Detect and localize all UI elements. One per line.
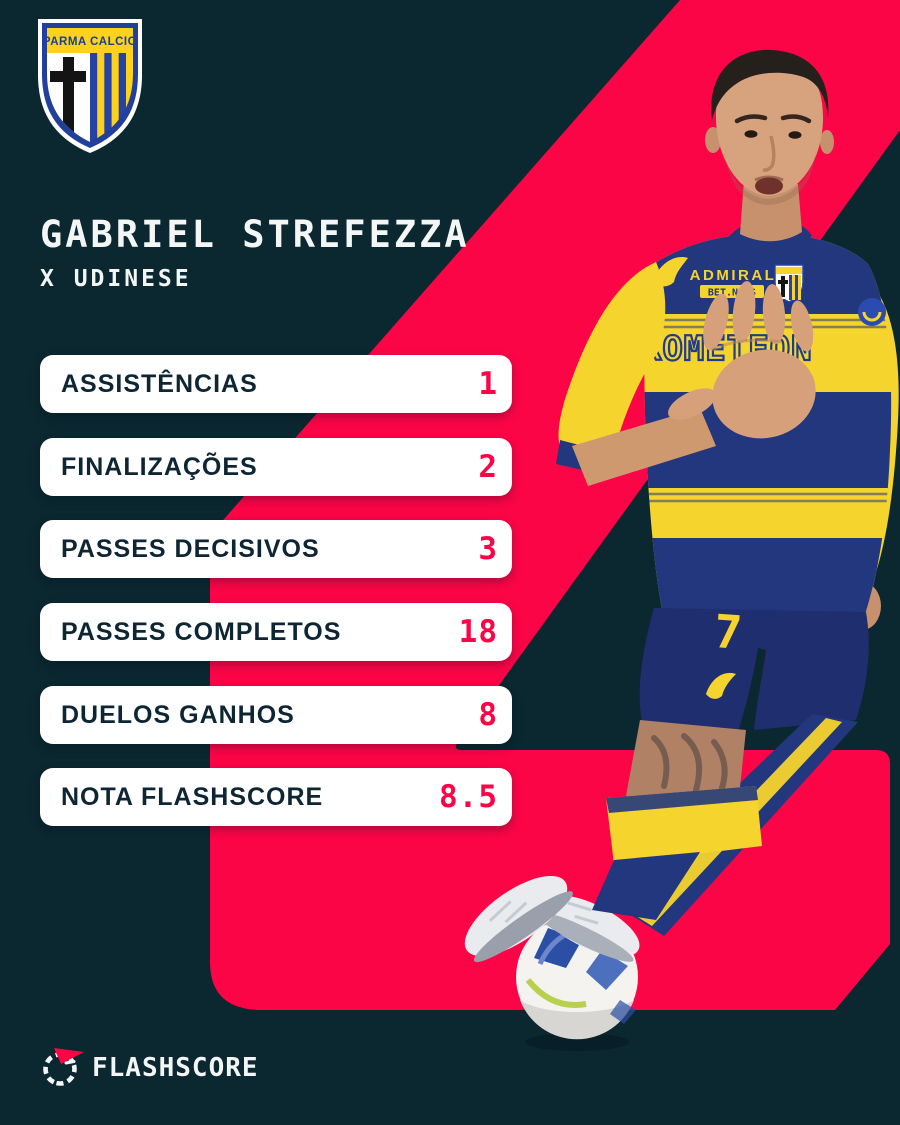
flashscore-brand-text: FLASHSCORE (92, 1053, 259, 1083)
player-head (705, 49, 834, 242)
player-front-arm (556, 262, 816, 486)
stat-label: PASSES COMPLETOS (61, 617, 342, 646)
stat-row-duels-won: DUELOS GANHOS 8 (40, 686, 512, 744)
stat-value: 18 (458, 614, 498, 650)
jersey-sponsor-text: ADMIRAL (690, 267, 777, 284)
stat-value: 8 (478, 697, 498, 733)
stat-row-completed-passes: PASSES COMPLETOS 18 (40, 603, 512, 661)
jersey-sponsor-sub-text: BET.NEWS (708, 288, 756, 299)
stat-row-assists: ASSISTÊNCIAS 1 (40, 355, 512, 413)
stat-value: 3 (478, 531, 498, 567)
page-title: GABRIEL STREFEZZA (40, 213, 470, 256)
stat-value: 2 (478, 449, 498, 485)
player-photo: ADMIRAL BET.NEWS PROMETEON (464, 49, 899, 1051)
stat-label: ASSISTÊNCIAS (61, 369, 258, 398)
jersey-crest-icon (774, 264, 804, 303)
stat-row-shots: FINALIZAÇÕES 2 (40, 438, 512, 496)
stat-label: PASSES DECISIVOS (61, 534, 320, 563)
stat-label: FINALIZAÇÕES (61, 452, 258, 481)
stat-value: 8.5 (439, 779, 498, 815)
player-lifted-boot (464, 875, 573, 963)
player-lifted-leg (592, 720, 762, 920)
player-standing-boot (536, 895, 640, 962)
club-crest: PARMA CALCIO (38, 19, 142, 153)
stat-label: NOTA FLASHSCORE (61, 782, 324, 811)
flashscore-logo-icon (43, 1048, 84, 1086)
stat-value: 1 (478, 366, 498, 402)
shorts-number-text: 7 (712, 604, 743, 660)
shorts-puma-icon (706, 672, 736, 699)
player-shorts: 7 (639, 604, 869, 732)
stat-label: DUELOS GANHOS (61, 700, 295, 729)
league-patch-icon (858, 298, 886, 326)
stat-row-flashscore-rating: NOTA FLASHSCORE 8.5 (40, 768, 512, 826)
stat-row-key-passes: PASSES DECISIVOS 3 (40, 520, 512, 578)
page-subtitle: X UDINESE (40, 266, 192, 292)
crest-club-name: PARMA CALCIO (43, 36, 137, 48)
